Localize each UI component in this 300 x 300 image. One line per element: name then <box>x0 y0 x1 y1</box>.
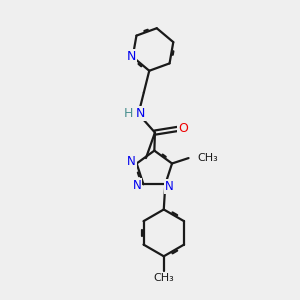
Text: CH₃: CH₃ <box>153 273 174 283</box>
Text: H: H <box>124 107 134 121</box>
Text: N: N <box>165 180 174 193</box>
Text: N: N <box>127 50 136 63</box>
Text: O: O <box>178 122 188 136</box>
Text: N: N <box>127 155 136 169</box>
Text: N: N <box>136 107 145 121</box>
Text: CH₃: CH₃ <box>197 153 218 163</box>
Text: N: N <box>132 179 141 192</box>
